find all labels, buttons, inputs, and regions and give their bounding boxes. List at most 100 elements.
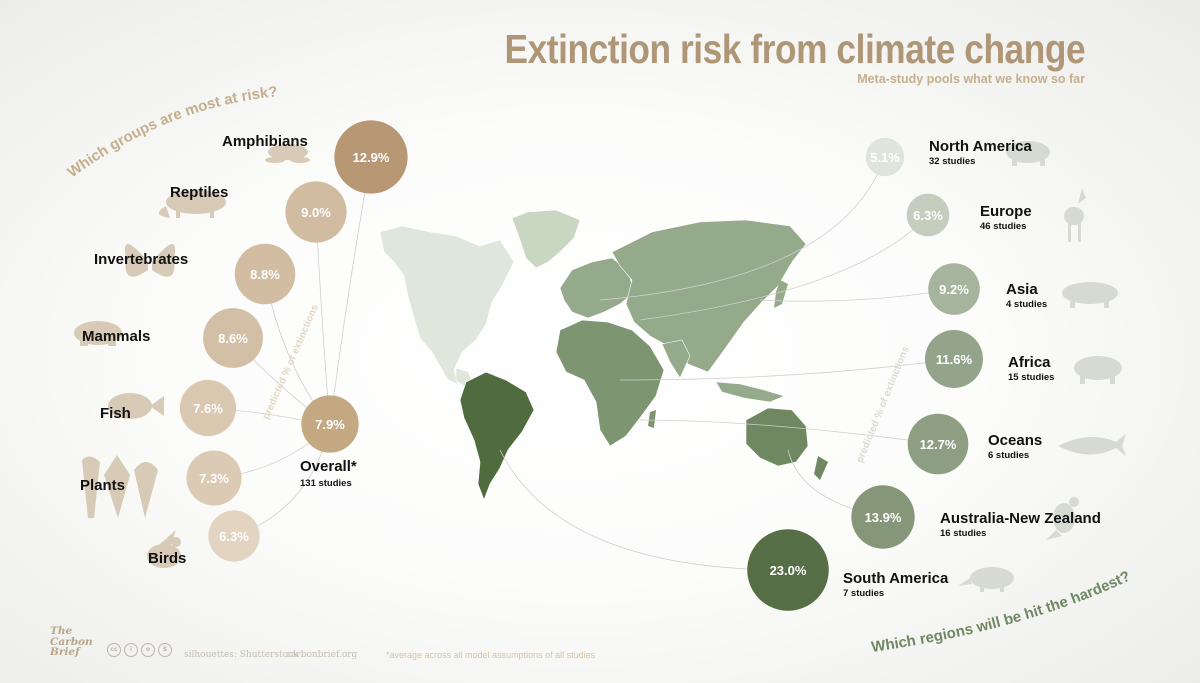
group-bubble [208, 510, 260, 562]
region-studies-label: 32 studies [929, 156, 975, 167]
connector-line [315, 211, 331, 427]
region-bubble [906, 193, 950, 237]
region-value-label: 13.9% [865, 510, 902, 525]
region-name-label: South America [843, 570, 949, 587]
region-studies-label: 6 studies [988, 450, 1029, 461]
page-subtitle: Meta-study pools what we know so far [857, 72, 1085, 86]
bison-icon [1006, 141, 1050, 166]
map-asia [611, 219, 807, 373]
right-axis-note: predicted % of extinctions [855, 344, 912, 464]
by-icon: i [124, 643, 138, 657]
region-bubble [865, 137, 905, 177]
group-value-label: 7.3% [199, 471, 229, 486]
map-new-zealand [814, 456, 828, 480]
overall-bubble [301, 395, 359, 453]
group-bubble [334, 120, 408, 194]
group-bubble [179, 379, 237, 437]
region-value-label: 5.1% [870, 150, 900, 165]
overall-studies-label: 131 studies [300, 478, 352, 489]
region-name-label: Australia-New Zealand [940, 510, 1101, 527]
logo-line: Carbon [50, 635, 93, 648]
trees-icon [82, 455, 158, 518]
region-value-label: 6.3% [913, 208, 943, 223]
group-bubble [186, 450, 242, 506]
connector-line [599, 156, 886, 301]
region-silhouettes [958, 141, 1126, 592]
overall-name-label: Overall* [300, 458, 357, 475]
region-bubble [928, 263, 980, 315]
map-indonesia [715, 381, 785, 403]
map-north-america [379, 225, 515, 385]
overall-value-label: 7.9% [315, 417, 345, 432]
kangaroo-icon [1046, 497, 1079, 540]
region-bubble [925, 330, 983, 388]
deer-icon [1064, 188, 1086, 242]
region-value-label: 9.2% [939, 282, 969, 297]
connector-line [329, 156, 372, 427]
region-bubble [747, 529, 829, 611]
group-value-label: 7.6% [193, 401, 223, 416]
group-name-label: Mammals [82, 328, 150, 345]
group-bubble [285, 181, 347, 243]
map-madagascar [648, 410, 656, 428]
tiger-icon [1062, 282, 1118, 308]
group-name-label: Birds [148, 550, 186, 567]
bird-icon [147, 530, 181, 568]
region-bubble [851, 485, 915, 549]
region-value-label: 12.7% [920, 437, 957, 452]
site-link[interactable]: carbonbrief.org [286, 650, 358, 660]
whale-icon [1058, 434, 1126, 456]
region-name-label: North America [929, 138, 1032, 155]
license-icons: cc i o $ [107, 643, 172, 657]
region-studies-label: 16 studies [940, 528, 986, 539]
group-name-label: Plants [80, 477, 125, 494]
carbon-brief-logo: The Carbon Brief [50, 626, 93, 658]
region-name-label: Asia [1006, 281, 1038, 298]
connector-line [759, 288, 955, 302]
group-name-label: Invertebrates [94, 251, 188, 268]
map-europe [559, 257, 635, 319]
map-australia [745, 407, 809, 467]
region-studies-label: 15 studies [1008, 372, 1054, 383]
logo-line: Brief [50, 646, 80, 658]
map-south-america [459, 371, 535, 501]
group-silhouettes [74, 144, 310, 568]
connector-line [499, 449, 789, 571]
sa-icon: o [141, 643, 155, 657]
connector-line [639, 214, 929, 321]
region-value-label: 23.0% [770, 563, 807, 578]
page-title: Extinction risk from climate change [504, 26, 1085, 72]
silhouettes-credit: silhouettes: Shutterstock [184, 650, 299, 660]
footnote: *average across all model assumptions of… [386, 650, 596, 660]
map-india [661, 339, 691, 379]
region-name-label: Europe [980, 203, 1032, 220]
region-studies-label: 46 studies [980, 221, 1026, 232]
group-value-label: 9.0% [301, 205, 331, 220]
connector-line [619, 358, 955, 381]
group-bubbles: 12.9% Amphibians 9.0% Reptiles 8.8% Invertebr… [80, 120, 408, 567]
connector-line [639, 419, 939, 445]
hyena-icon [1074, 356, 1122, 384]
group-value-label: 8.8% [250, 267, 280, 282]
map-africa [555, 319, 665, 447]
nc-icon: $ [158, 643, 172, 657]
map-greenland [511, 209, 581, 269]
group-name-label: Fish [100, 405, 131, 422]
region-studies-label: 7 studies [843, 588, 884, 599]
logo-line: The [50, 625, 73, 637]
group-value-label: 8.6% [218, 331, 248, 346]
group-bubble [234, 243, 296, 305]
region-name-label: Oceans [988, 432, 1042, 449]
region-bubble [907, 413, 969, 475]
anteater-icon [958, 567, 1014, 592]
frog-icon [265, 144, 310, 163]
region-name-label: Africa [1008, 354, 1051, 371]
cc-icon: cc [107, 643, 121, 657]
bear-icon [74, 321, 122, 346]
group-name-label: Reptiles [170, 184, 228, 201]
butterfly-icon [124, 243, 176, 277]
group-value-label: 6.3% [219, 529, 249, 544]
